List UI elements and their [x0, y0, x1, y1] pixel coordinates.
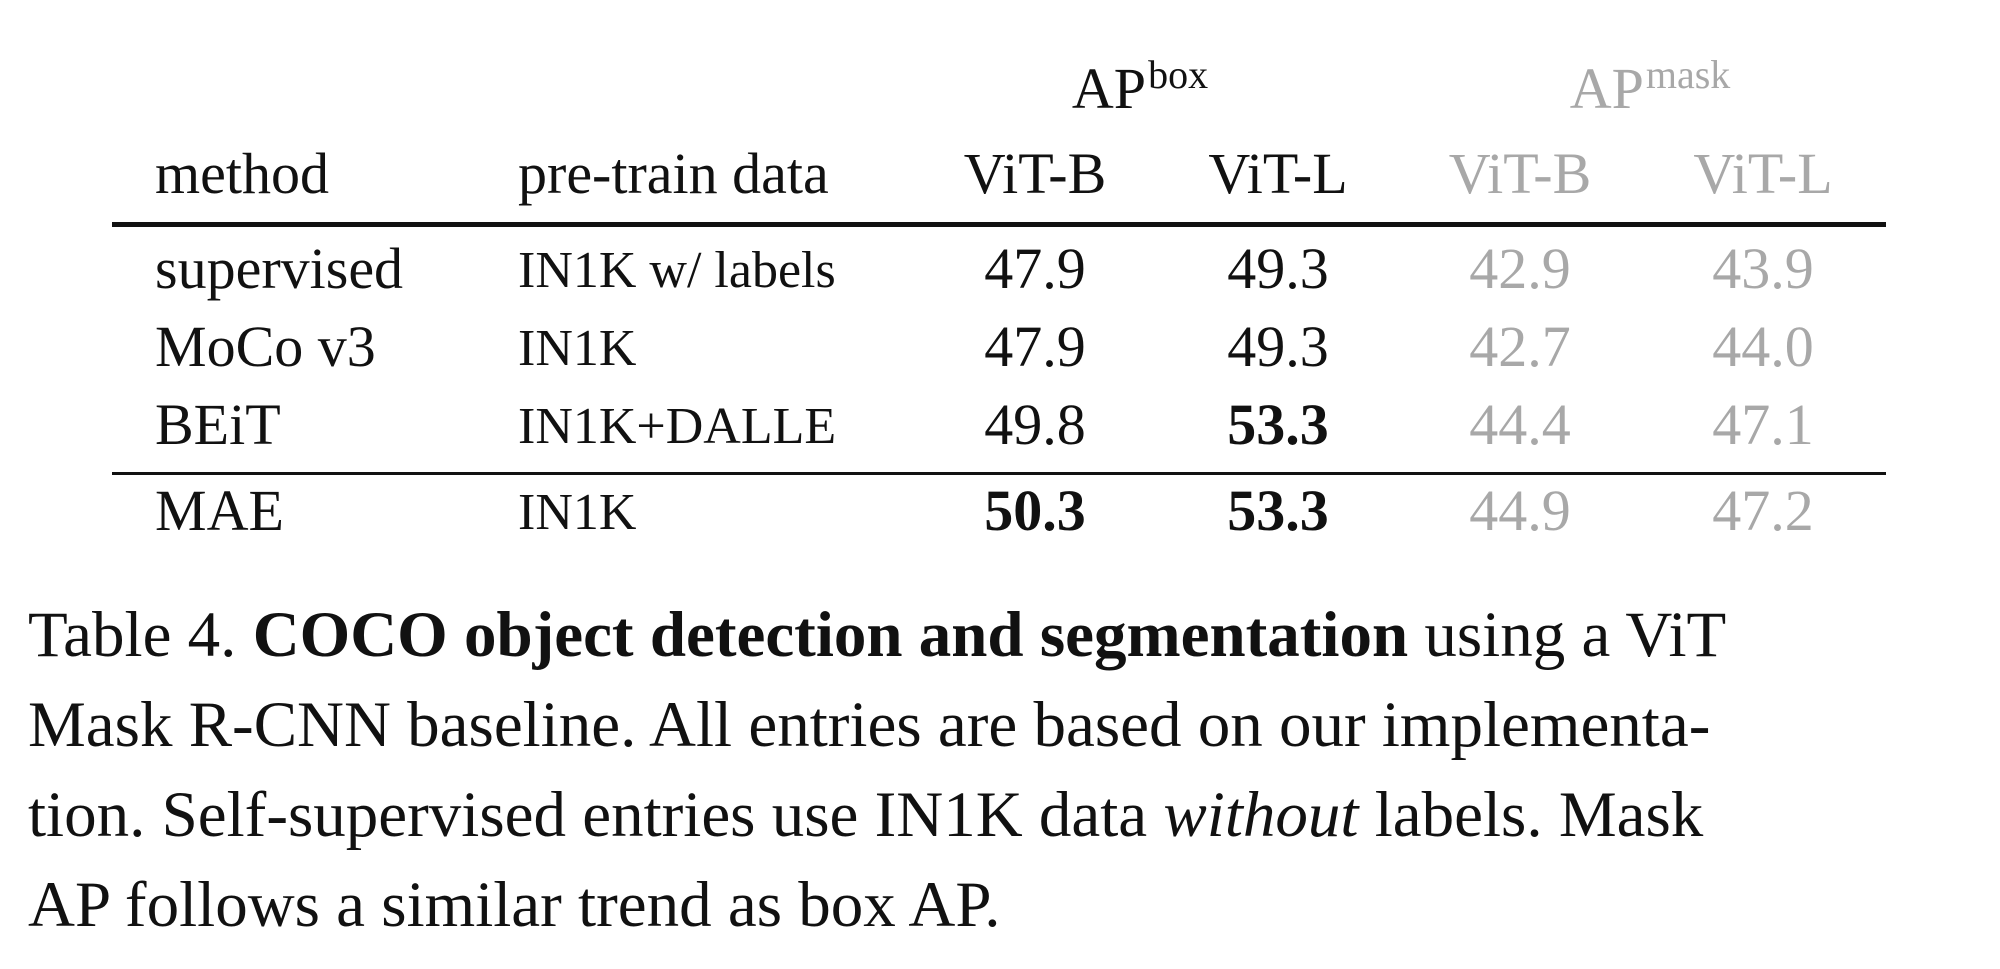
caption-label: Table 4.	[28, 599, 237, 671]
col-header-mask-vit-b: ViT-B	[1448, 141, 1592, 206]
col-header-method: method	[155, 141, 329, 206]
row-beit-data: IN1K+DALLE	[518, 398, 837, 455]
col-header-mask-vit-l: ViT-L	[1693, 141, 1833, 206]
mae-separator-rule	[112, 472, 1886, 475]
row-mae-mask-vit-l: 47.2	[1712, 478, 1814, 543]
row-supervised-method: supervised	[155, 236, 404, 301]
row-mae-box-vit-l: 53.3	[1227, 478, 1329, 543]
row-mae-box-vit-b: 50.3	[984, 478, 1086, 543]
row-supervised-mask-vit-l: 43.9	[1712, 236, 1814, 301]
row-supervised-mask-vit-b: 42.9	[1469, 236, 1571, 301]
row-supervised-data: IN1K w/ labels	[518, 242, 836, 299]
caption-line-2: Mask R-CNN baseline. All entries are bas…	[28, 689, 1711, 761]
row-beit-box-vit-l: 53.3	[1227, 392, 1329, 457]
caption-line-3-a: tion. Self-supervised entries use IN1K d…	[28, 779, 1164, 851]
row-moco-mask-vit-l: 44.0	[1712, 314, 1814, 379]
row-supervised-box-vit-b: 47.9	[984, 236, 1086, 301]
caption-bold-title: COCO object detection and segmentation	[252, 599, 1409, 671]
group-header-ap-mask: APmask	[1569, 52, 1731, 121]
row-moco-mask-vit-b: 42.7	[1469, 314, 1571, 379]
table-caption: Table 4. COCO object detection and segme…	[28, 590, 1988, 950]
group-header-ap-box: APbox	[1071, 52, 1209, 121]
row-beit-mask-vit-l: 47.1	[1712, 392, 1814, 457]
row-mae-method: MAE	[155, 478, 284, 543]
row-mae-mask-vit-b: 44.9	[1469, 478, 1571, 543]
row-mae-data: IN1K	[518, 484, 637, 541]
row-supervised-box-vit-l: 49.3	[1227, 236, 1329, 301]
caption-line-4: AP follows a similar trend as box AP.	[28, 869, 1001, 941]
col-header-box-vit-b: ViT-B	[963, 141, 1107, 206]
caption-line-3-b: labels. Mask	[1358, 779, 1704, 851]
row-moco-box-vit-l: 49.3	[1227, 314, 1329, 379]
row-moco-box-vit-b: 47.9	[984, 314, 1086, 379]
row-moco-data: IN1K	[518, 320, 637, 377]
header-rule	[112, 222, 1886, 227]
caption-line-1-rest: using a ViT	[1408, 599, 1727, 671]
col-header-pretrain-data: pre-train data	[518, 141, 829, 206]
caption-line-3: tion. Self-supervised entries use IN1K d…	[28, 770, 1988, 860]
col-header-box-vit-l: ViT-L	[1208, 141, 1348, 206]
caption-line-1: Table 4. COCO object detection and segme…	[28, 590, 1988, 680]
row-beit-box-vit-b: 49.8	[984, 392, 1086, 457]
row-beit-method: BEiT	[155, 392, 281, 457]
row-beit-mask-vit-b: 44.4	[1469, 392, 1571, 457]
caption-italic-without: without	[1163, 779, 1359, 851]
results-table: APbox APmask method pre-train data ViT-B…	[112, 52, 1886, 543]
row-moco-method: MoCo v3	[155, 314, 376, 379]
